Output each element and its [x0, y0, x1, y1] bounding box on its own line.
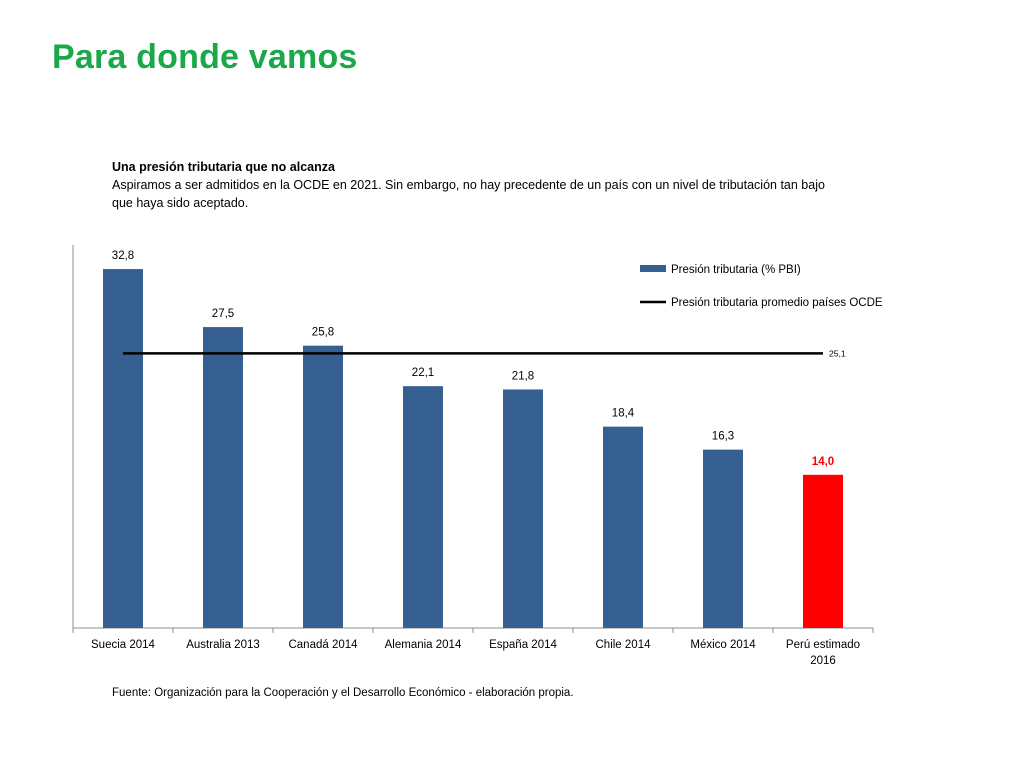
chart-x-tick-labels: Suecia 2014 Australia 2013 Canadá 2014 Alem…: [91, 639, 860, 667]
chart-value-labels: 32,8 27,5 25,8 22,1 21,8 18,4 16,3 14,0: [112, 250, 834, 468]
legend-label-bars: Presión tributaria (% PBI): [671, 264, 801, 276]
bar: [503, 389, 543, 628]
intro-body: Aspiramos a ser admitidos en la OCDE en …: [112, 178, 825, 210]
source-note: Fuente: Organización para la Cooperación…: [112, 687, 574, 699]
bar-value-label: 22,1: [412, 367, 434, 379]
slide-title: Para donde vamos: [52, 38, 358, 76]
intro-heading: Una presión tributaria que no alcanza: [112, 160, 335, 174]
x-tick-label: Perú estimado 2016: [786, 639, 860, 667]
bar-value-label: 27,5: [212, 308, 234, 320]
chart-legend: Presión tributaria (% PBI) Presión tribu…: [640, 264, 883, 309]
bar: [703, 449, 743, 628]
intro-text-block: Una presión tributaria que no alcanza As…: [112, 158, 832, 212]
bar-value-label: 25,8: [312, 327, 334, 339]
bar: [203, 327, 243, 628]
x-tick-label: España 2014: [489, 639, 557, 651]
bar: [103, 269, 143, 628]
x-tick-label: Alemania 2014: [385, 639, 462, 651]
bar-value-label: 16,3: [712, 431, 734, 443]
legend-swatch-bars: [640, 265, 666, 272]
bar: [803, 474, 843, 628]
bar: [603, 426, 643, 628]
x-tick-label: Suecia 2014: [91, 639, 156, 651]
bar: [403, 386, 443, 628]
bar: [303, 345, 343, 628]
bar-value-label: 18,4: [612, 408, 635, 420]
legend-label-line: Presión tributaria promedio países OCDE: [671, 297, 883, 309]
x-tick-label: México 2014: [690, 639, 756, 651]
x-tick-label: Australia 2013: [186, 639, 260, 651]
ocde-average-label: 25,1: [829, 348, 846, 358]
x-tick-label: Canadá 2014: [288, 639, 358, 651]
x-tick-label: Chile 2014: [596, 639, 652, 651]
bar-value-label: 21,8: [512, 370, 534, 382]
chart-bars: [103, 269, 843, 628]
bar-value-label: 32,8: [112, 250, 134, 262]
chart-reference-line: 25,1: [123, 348, 846, 358]
bar-value-label: 14,0: [812, 456, 834, 468]
